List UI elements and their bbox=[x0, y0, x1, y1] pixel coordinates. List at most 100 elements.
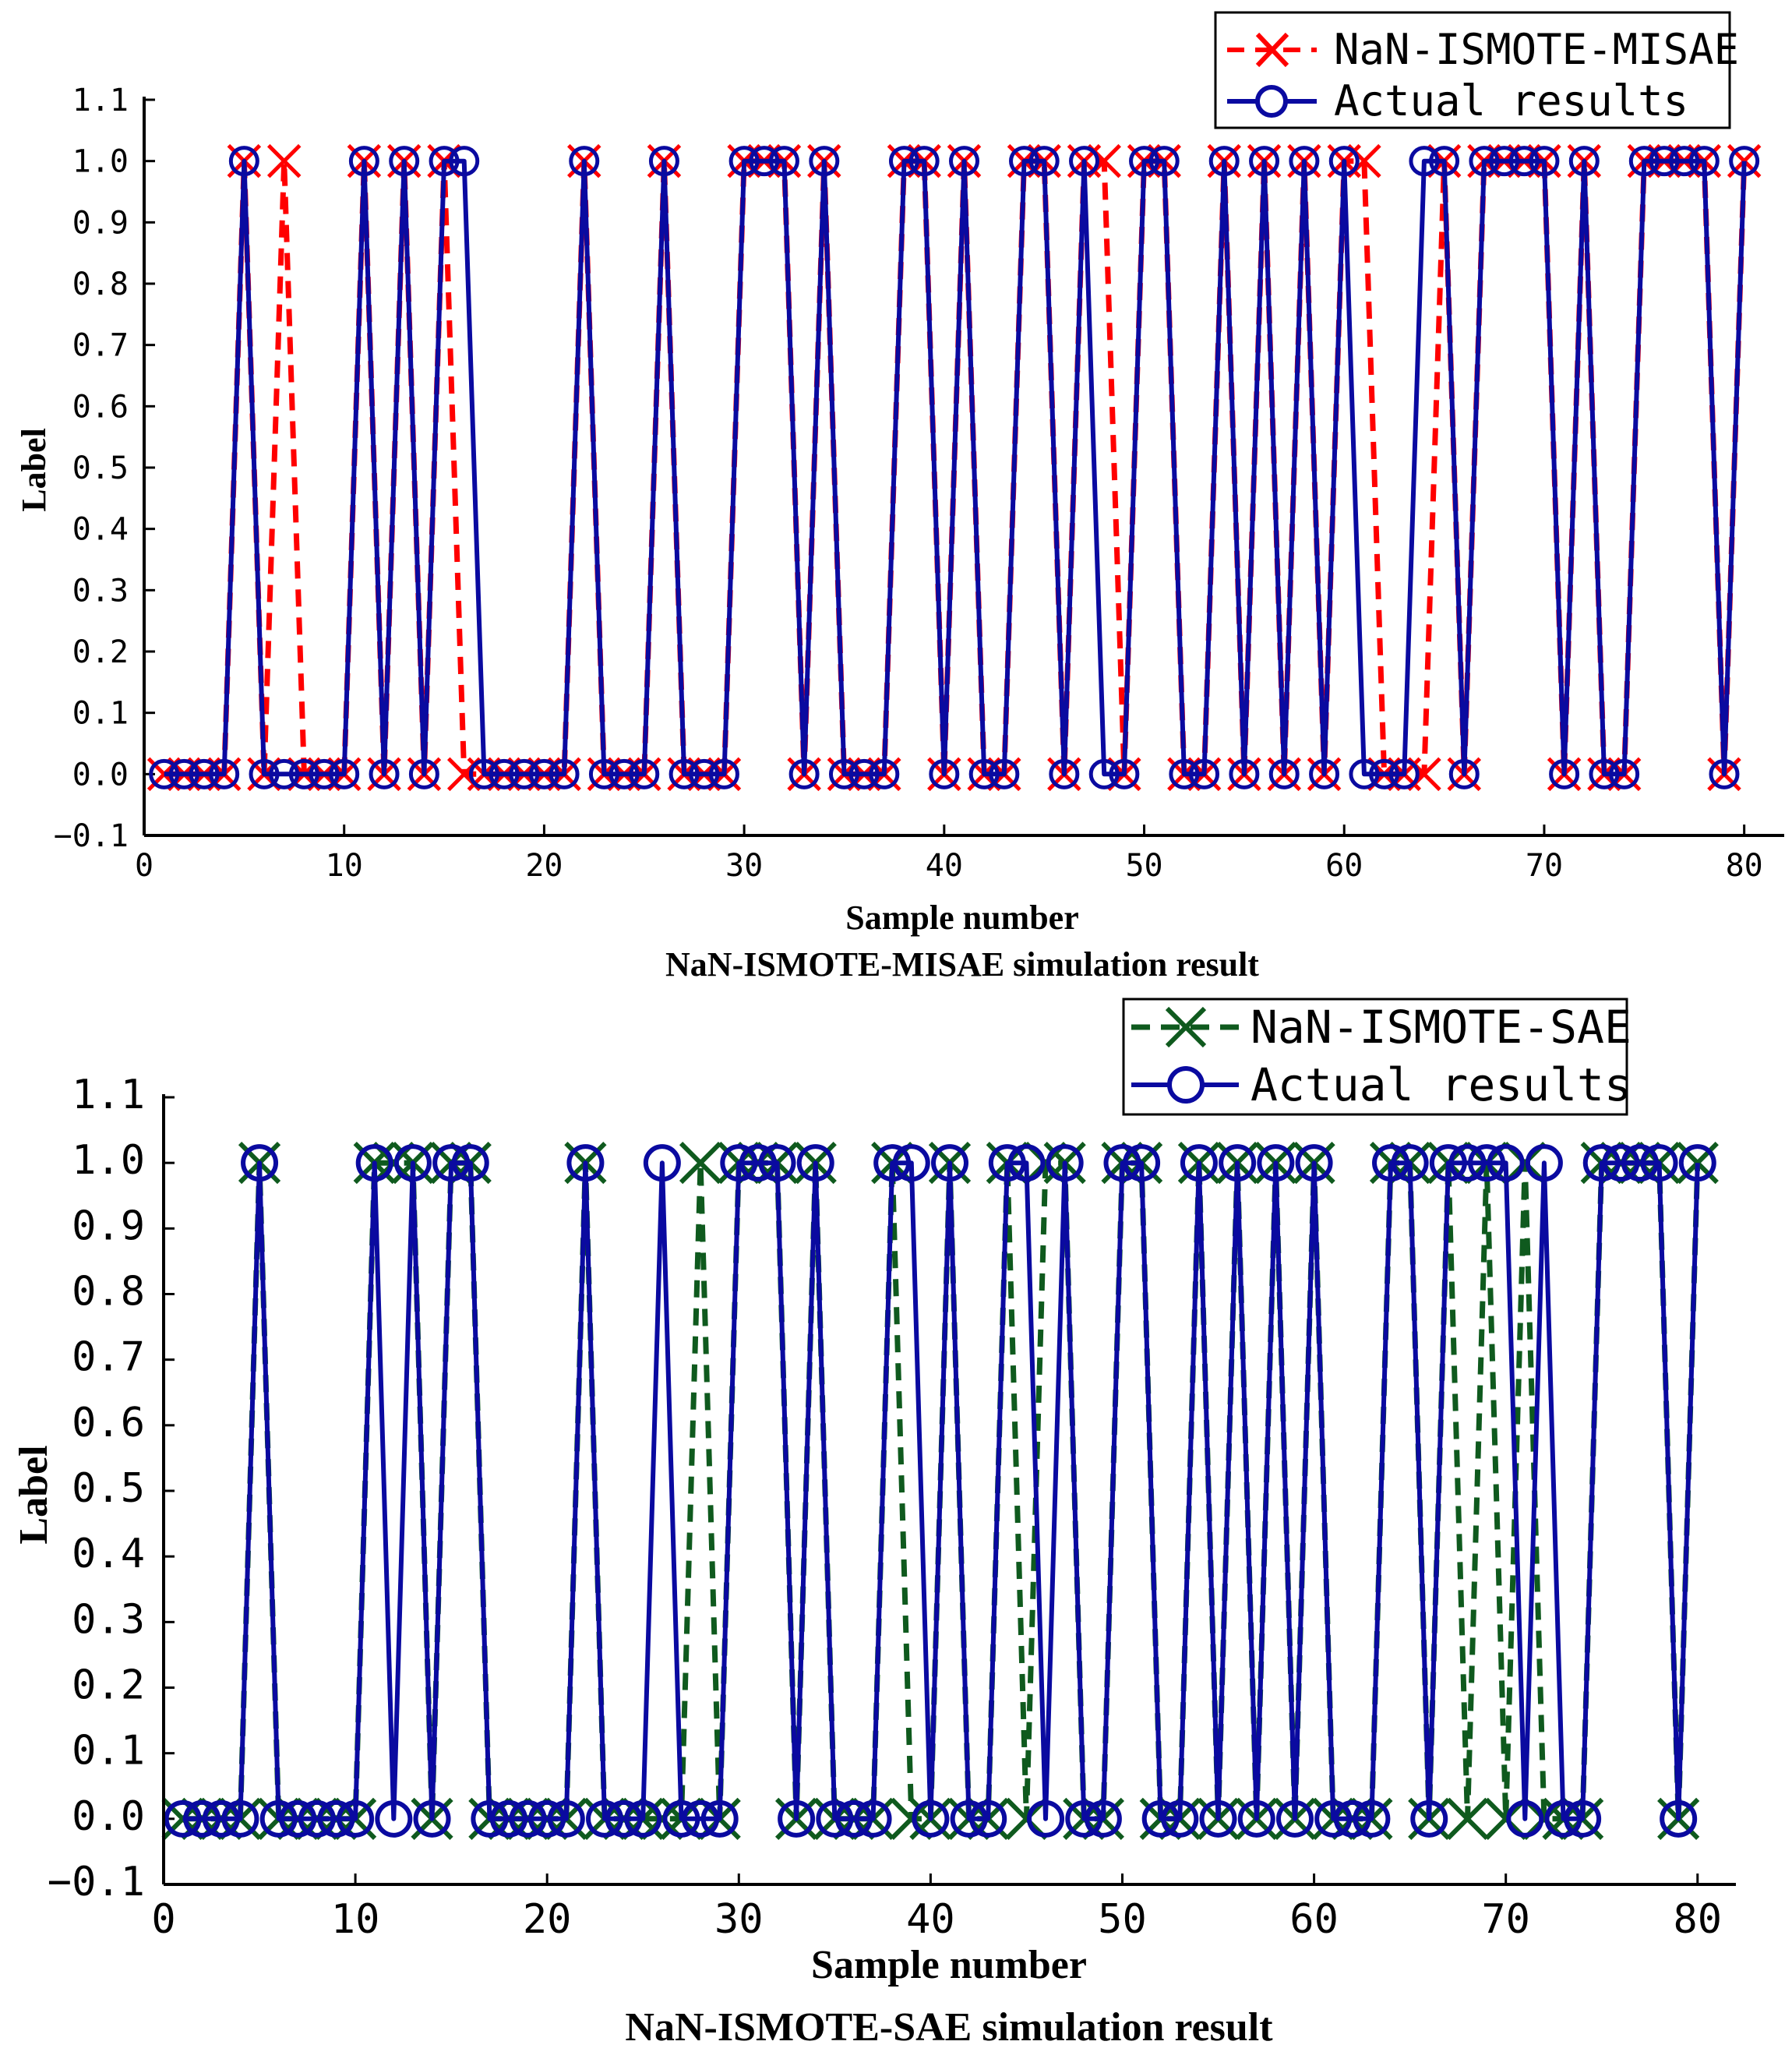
legend-box bbox=[1122, 998, 1628, 1116]
data-point-actual bbox=[1409, 146, 1440, 177]
data-point-actual bbox=[1621, 1144, 1659, 1182]
data-point-actual bbox=[834, 1799, 873, 1838]
data-point-actual bbox=[624, 1799, 662, 1838]
data-point-actual bbox=[1333, 1799, 1371, 1838]
data-point-actual bbox=[1508, 146, 1540, 177]
y-tick-label: 0.9 bbox=[72, 205, 129, 241]
data-point-actual bbox=[228, 146, 259, 177]
y-tick-label: 0.2 bbox=[72, 1662, 145, 1709]
data-point-actual bbox=[848, 758, 880, 789]
x-tick-label: 0 bbox=[151, 1896, 175, 1943]
plot-area: 0 10 20 30 40 50 60 70 80 −0.1 0.0 0.1 0.2 0.3 0.4 0.5 0… bbox=[48, 1072, 1736, 1943]
x-tick-label: 50 bbox=[1125, 848, 1162, 884]
data-point-actual bbox=[1602, 1144, 1640, 1182]
data-point-actual bbox=[1314, 1799, 1353, 1838]
data-point-actual bbox=[1257, 1144, 1295, 1182]
data-point-actual bbox=[1229, 758, 1260, 789]
axes bbox=[143, 97, 1784, 837]
data-point-actual bbox=[929, 758, 960, 789]
data-point-actual bbox=[1609, 758, 1640, 789]
data-point-actual bbox=[931, 1144, 968, 1182]
y-tick-label: 0.7 bbox=[72, 1334, 145, 1381]
chart-panel-sae: 0 10 20 30 40 50 60 70 80 −0.1 0.0 0.1 0.2 0.3 0.4 0.5 0… bbox=[12, 998, 1736, 2050]
data-point-actual bbox=[1669, 146, 1700, 177]
data-point-actual bbox=[643, 1144, 681, 1182]
data-point-actual bbox=[1268, 758, 1300, 789]
x-tick-label: 80 bbox=[1726, 848, 1763, 884]
data-point-actual bbox=[908, 146, 940, 177]
data-point-actual bbox=[288, 758, 319, 789]
data-point-actual bbox=[648, 146, 679, 177]
x-tick-label: 40 bbox=[926, 848, 963, 884]
y-tick-label: 0.3 bbox=[72, 573, 129, 609]
y-tick-label: 0.9 bbox=[72, 1203, 145, 1249]
x-tick-label: 0 bbox=[135, 848, 153, 884]
data-point-actual bbox=[241, 1144, 279, 1182]
series-layer bbox=[146, 143, 1762, 792]
data-point-actual bbox=[873, 1144, 912, 1182]
data-point-actual bbox=[1388, 758, 1420, 789]
y-tick-label: 0.6 bbox=[72, 1400, 145, 1446]
data-point-actual bbox=[682, 1799, 720, 1838]
data-point-actual bbox=[749, 146, 780, 177]
data-point-actual bbox=[1129, 146, 1160, 177]
data-point-actual bbox=[375, 1799, 413, 1838]
data-point-actual bbox=[668, 758, 700, 789]
marker-stroke bbox=[679, 1142, 722, 1185]
data-point-actual bbox=[629, 758, 660, 789]
data-point-actual bbox=[969, 1799, 1007, 1838]
data-point-actual bbox=[449, 146, 480, 177]
y-axis-label: Label bbox=[15, 428, 53, 512]
data-point-actual bbox=[269, 758, 300, 789]
data-point-actual bbox=[888, 146, 919, 177]
data-point-actual bbox=[249, 758, 280, 789]
data-point-actual bbox=[1678, 1144, 1716, 1182]
data-point-actual bbox=[369, 758, 400, 789]
y-tick-label: 1.0 bbox=[72, 1137, 145, 1184]
data-point-actual bbox=[1640, 1144, 1678, 1182]
y-tick-label: 0.0 bbox=[72, 1793, 145, 1840]
data-point-actual bbox=[393, 1144, 432, 1182]
x-tick-label: 60 bbox=[1325, 848, 1363, 884]
data-point-actual bbox=[429, 146, 460, 177]
y-axis-label: Label bbox=[12, 1445, 56, 1544]
data-point-actual bbox=[788, 758, 820, 789]
data-point-actual bbox=[468, 758, 499, 789]
data-point-actual bbox=[588, 758, 619, 789]
plot-area: 0 10 20 30 40 50 60 70 80 −0.1 0.0 0.1 0.2 0.3 0.4 0.5 0… bbox=[54, 83, 1784, 884]
data-point-actual bbox=[586, 1799, 624, 1838]
x-axis-label: Sample number bbox=[811, 1943, 1087, 1987]
data-point-actual bbox=[1161, 1799, 1199, 1838]
caption: NaN-ISMOTE-MISAE simulation result bbox=[665, 945, 1259, 984]
data-point-actual bbox=[189, 758, 220, 789]
data-point-actual bbox=[1028, 146, 1060, 177]
series-layer bbox=[161, 1142, 1719, 1840]
data-point-actual bbox=[869, 758, 900, 789]
data-point-actual bbox=[662, 1799, 700, 1838]
data-point-actual bbox=[605, 1799, 643, 1838]
y-tick-label: 0.5 bbox=[72, 450, 129, 486]
legend-label-actual: Actual results bbox=[1334, 76, 1688, 125]
legend-marker-x bbox=[1165, 1006, 1207, 1048]
data-point-actual bbox=[509, 758, 540, 789]
data-point-actual bbox=[149, 758, 180, 789]
y-tick-label: 0.1 bbox=[72, 1728, 145, 1775]
data-point-actual bbox=[809, 146, 840, 177]
data-point-actual bbox=[1103, 1144, 1141, 1182]
data-point-actual bbox=[489, 1799, 527, 1838]
x-tick-label: 20 bbox=[523, 1896, 572, 1943]
data-point-actual bbox=[989, 758, 1020, 789]
data-point-actual bbox=[1069, 146, 1100, 177]
x-tick-label: 80 bbox=[1673, 1896, 1722, 1943]
data-point-actual bbox=[720, 1144, 758, 1182]
data-point-actual bbox=[1169, 758, 1200, 789]
y-tick-label: 0.4 bbox=[72, 512, 129, 548]
data-point-actual bbox=[1391, 1144, 1429, 1182]
x-tick-label: 70 bbox=[1481, 1896, 1530, 1943]
data-point-actual bbox=[1549, 758, 1580, 789]
data-point-actual bbox=[1448, 1144, 1487, 1182]
legend-label-predicted: NaN-ISMOTE-MISAE bbox=[1334, 25, 1739, 74]
x-tick-label: 20 bbox=[525, 848, 563, 884]
x-tick-label: 50 bbox=[1098, 1896, 1147, 1943]
data-point-actual bbox=[1487, 1144, 1525, 1182]
